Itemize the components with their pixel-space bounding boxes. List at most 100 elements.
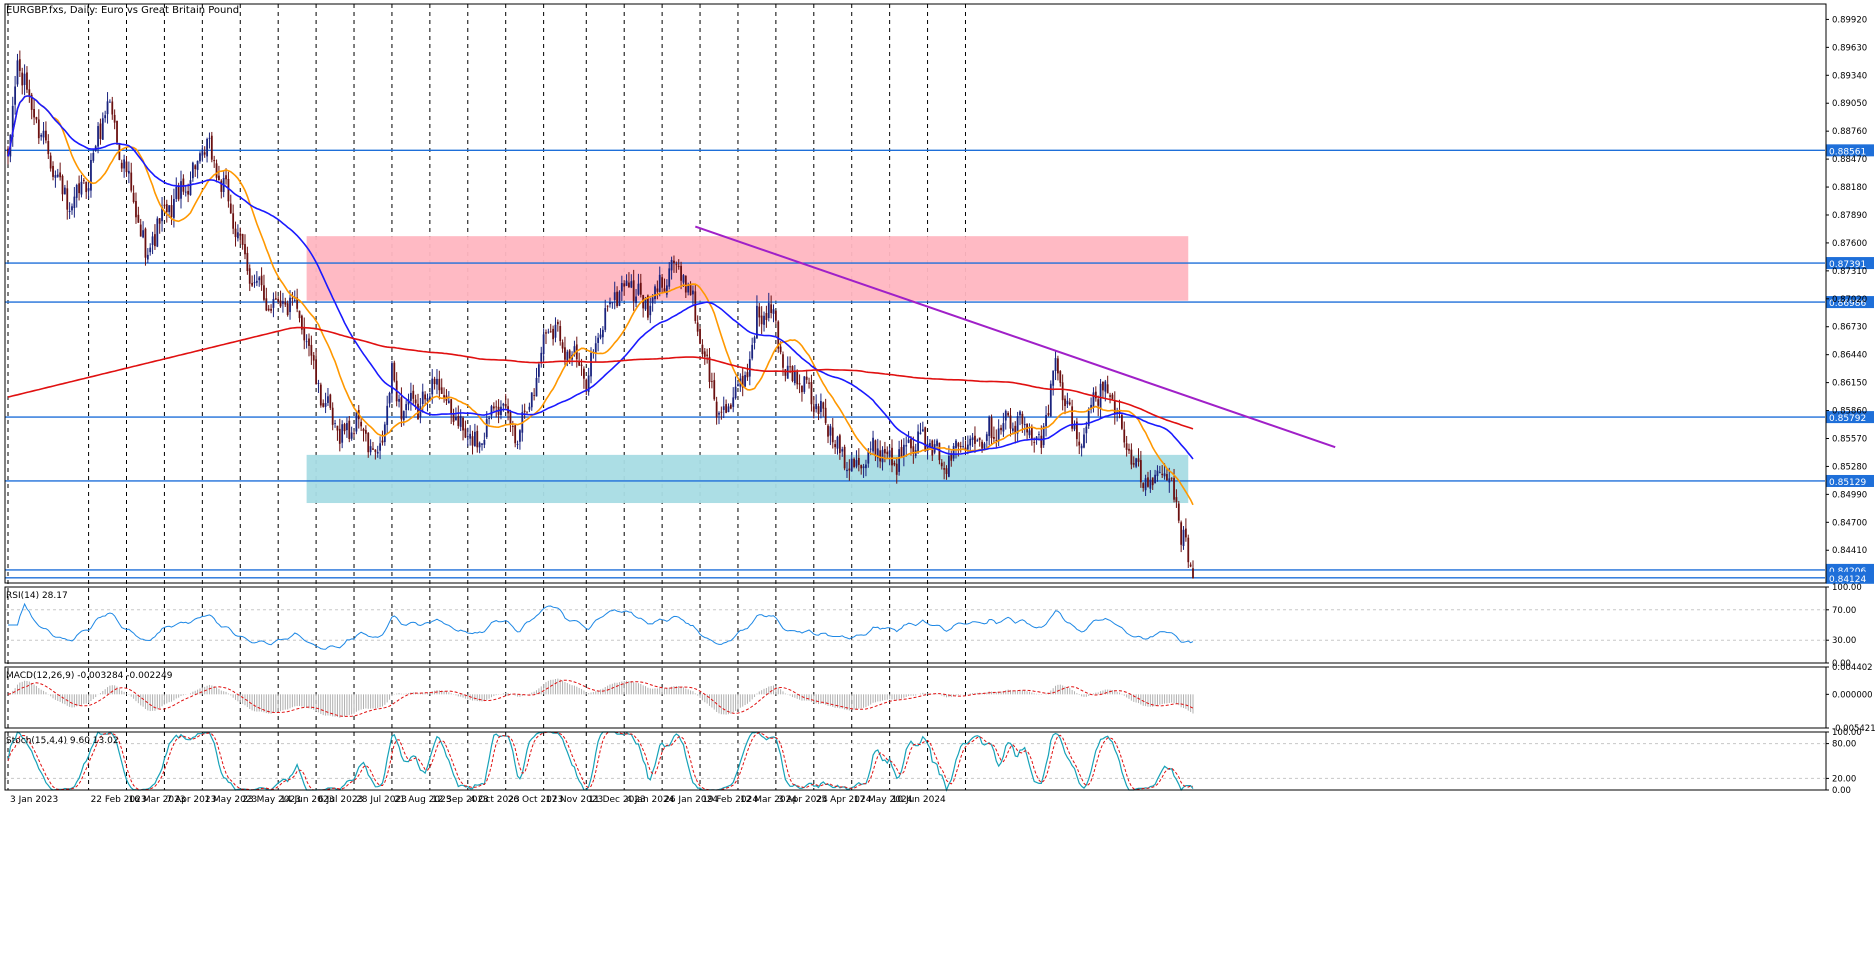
candle-body [187, 190, 190, 195]
candle-body [111, 101, 114, 115]
candle-body [748, 359, 751, 377]
candle-body [312, 355, 315, 361]
candle-body [715, 401, 718, 418]
candle-body [412, 390, 415, 399]
candle-body [834, 444, 837, 448]
rsi-tick-label: 100.00 [1832, 583, 1862, 593]
candle-body [838, 435, 841, 454]
candle-body [196, 160, 199, 170]
candle-body [92, 152, 95, 161]
price-tick-label: 0.88180 [1832, 183, 1867, 193]
candle-body [360, 421, 363, 427]
candle-body [495, 406, 498, 408]
candle-body [1189, 564, 1192, 567]
candle-body [912, 446, 915, 454]
candle-body [56, 174, 59, 177]
candle-body [673, 260, 675, 264]
symbol-title: EURGBP.fxs, Daily: Euro vs Great Britain… [6, 5, 239, 16]
candle-body [182, 178, 185, 192]
candle-body [770, 304, 773, 314]
candle-body [1000, 427, 1002, 431]
candle-body [718, 412, 720, 415]
candle-body [54, 175, 57, 178]
rsi-tick-label: 0.00 [1832, 659, 1851, 669]
price-tick-label: 0.85280 [1832, 462, 1867, 472]
candle-body [381, 440, 384, 443]
candle-body [440, 387, 443, 394]
candle-body [1004, 410, 1007, 421]
macd-tick-label: 0.000000 [1832, 690, 1873, 700]
candle-body [798, 383, 801, 385]
candle-body [322, 403, 325, 407]
candle-body [1154, 474, 1156, 484]
candle-body [400, 397, 403, 420]
candle-body [1061, 382, 1064, 401]
candle-body [457, 416, 460, 426]
candle-body [350, 432, 353, 439]
candle-body [277, 298, 280, 302]
candle-body [469, 433, 472, 439]
trendline[interactable] [694, 225, 1336, 449]
candle-body [1175, 497, 1178, 503]
macd-label: MACD(12,26,9) -0.003284 -0.002249 [6, 671, 173, 681]
candle-body [1158, 472, 1161, 474]
candle-body [585, 379, 588, 390]
candle-body [905, 445, 908, 447]
candle-body [779, 346, 782, 353]
candle-body [398, 398, 400, 402]
candle-body [744, 375, 746, 387]
candle-body [668, 268, 671, 287]
candle-body [881, 449, 884, 463]
candle-body [353, 433, 355, 435]
candle-body [808, 382, 810, 384]
candle-body [1121, 414, 1123, 429]
candle-body [599, 334, 602, 338]
candle-body [1163, 473, 1166, 477]
date-tick-label: 10 Jun 2024 [892, 795, 946, 805]
candle-body [699, 328, 701, 344]
candle-body [682, 275, 685, 283]
candle-body [919, 432, 922, 435]
candle-body [78, 183, 80, 194]
candle-body [782, 354, 784, 368]
candle-body [158, 218, 161, 224]
price-tag [1826, 257, 1874, 270]
horizontal-levels[interactable] [5, 149, 1825, 579]
candle-body [1130, 449, 1133, 465]
candle-body [955, 440, 957, 449]
candle-body [649, 305, 652, 316]
candle-body [677, 266, 680, 267]
candle-body [310, 344, 313, 356]
candle-body [962, 446, 965, 447]
candle-body [52, 165, 54, 177]
candle-body [372, 448, 374, 450]
price-tag [1826, 144, 1874, 157]
candle-body [431, 378, 434, 395]
candle-body [891, 447, 893, 466]
candle-body [1168, 478, 1171, 483]
price-tick-label: 0.84990 [1832, 490, 1867, 500]
price-tick-label: 0.85570 [1832, 434, 1867, 444]
candle-body [355, 412, 358, 432]
candle-body [658, 274, 661, 292]
candle-body [334, 423, 336, 424]
candle-body [516, 444, 519, 445]
candle-body [950, 453, 953, 461]
trendline-group[interactable] [694, 225, 1336, 449]
price-tick-label: 0.87600 [1832, 239, 1867, 249]
candle-body [663, 288, 666, 293]
candle-body [45, 130, 47, 141]
price-tick-label: 0.89340 [1832, 71, 1867, 81]
candle-body [1033, 442, 1036, 443]
candle-body [509, 411, 512, 424]
candle-body [609, 302, 611, 305]
candle-body [694, 291, 697, 321]
candle-body [1019, 411, 1021, 416]
candle-body [348, 420, 351, 440]
candle-body [1080, 445, 1083, 449]
candle-body [376, 451, 379, 454]
candle-body [331, 407, 334, 425]
candle-body [827, 425, 829, 437]
candle-body [604, 308, 607, 330]
